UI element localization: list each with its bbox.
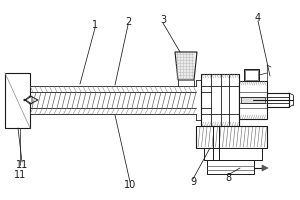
Bar [245, 70, 258, 80]
Polygon shape [175, 52, 197, 80]
Text: 11: 11 [14, 170, 26, 180]
Polygon shape [24, 96, 32, 104]
Bar [5, 73, 30, 128]
Bar [267, 93, 289, 107]
Bar [241, 97, 265, 103]
Bar [207, 160, 254, 174]
Polygon shape [30, 96, 38, 104]
Polygon shape [262, 165, 268, 171]
Bar [244, 69, 259, 81]
Bar [204, 148, 262, 160]
Text: 2: 2 [125, 17, 131, 27]
Bar [201, 74, 239, 126]
Text: 3: 3 [160, 15, 166, 25]
Text: 9: 9 [190, 177, 196, 187]
Bar [196, 126, 267, 148]
Text: 1: 1 [92, 20, 98, 30]
Text: 4: 4 [255, 13, 261, 23]
Text: 11: 11 [16, 160, 28, 170]
Text: 10: 10 [124, 180, 136, 190]
Bar [239, 81, 267, 119]
Text: 8: 8 [225, 173, 231, 183]
